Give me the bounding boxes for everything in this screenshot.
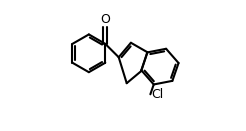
Text: O: O bbox=[100, 13, 110, 26]
Text: Cl: Cl bbox=[152, 88, 164, 101]
